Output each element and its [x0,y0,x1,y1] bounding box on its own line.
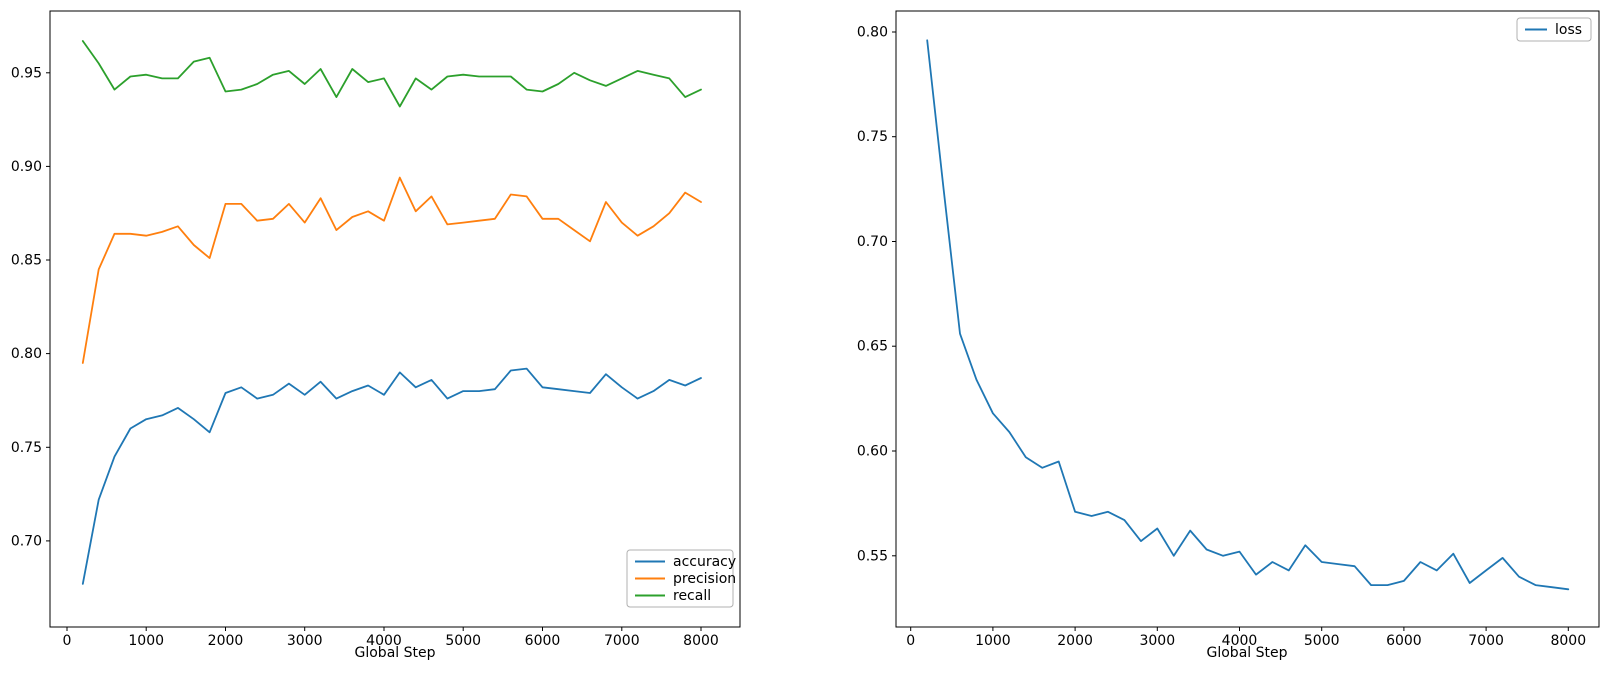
x-tick-label: 4000 [366,633,402,649]
y-tick-label: 0.70 [857,234,888,250]
x-tick-label: 0 [906,633,915,649]
x-tick-label: 0 [63,633,72,649]
x-tick-label: 2000 [208,633,244,649]
x-tick-label: 2000 [1057,633,1093,649]
y-tick-label: 0.95 [11,65,42,81]
accuracy-legend-label: accuracy [673,554,736,570]
x-tick-label: 4000 [1222,633,1258,649]
y-tick-label: 0.65 [857,339,888,355]
loss-axes-box [895,10,1600,628]
metrics-plot: 0 1000 2000 3000 4000 5000 6000 7000 8000 0.70 0.7… [11,10,741,649]
y-tick-label: 0.75 [857,129,888,145]
y-tick-label: 0.70 [11,533,42,549]
y-tick-label: 0.90 [11,159,42,175]
loss-legend-box [1516,17,1592,42]
recall-legend-label: recall [673,588,711,604]
x-tick-label: 7000 [1468,633,1504,649]
x-tick-label: 5000 [1304,633,1340,649]
y-tick-label: 0.55 [857,548,888,564]
loss-legend-label: loss [1555,22,1582,38]
recall-line [81,40,702,108]
accuracy-line [81,367,702,585]
x-tick-label: 8000 [683,633,719,649]
legend-item-accuracy: accuracy [635,554,736,570]
x-tick-label: 1000 [975,633,1011,649]
metrics-legend-box [626,549,734,608]
precision-line [81,176,702,364]
loss-xlabel: Global Step [1206,645,1288,661]
x-tick-label: 8000 [1550,633,1586,649]
x-tick-label: 3000 [1139,633,1175,649]
precision-legend-label: precision [673,571,736,587]
metrics-axes-box [49,10,741,628]
legend-item-recall: recall [635,588,711,604]
y-tick-label: 0.60 [857,444,888,460]
y-tick-label: 0.80 [857,25,888,41]
x-tick-label: 6000 [525,633,561,649]
y-tick-label: 0.80 [11,346,42,362]
loss-plot: 0 1000 2000 3000 4000 5000 6000 7000 8000 0.55 0.6… [857,10,1600,649]
metrics-xlabel: Global Step [354,645,436,661]
loss-line [926,39,1570,591]
x-tick-label: 6000 [1386,633,1422,649]
legend-item-precision: precision [635,571,736,587]
y-tick-label: 0.75 [11,440,42,456]
x-tick-label: 3000 [287,633,323,649]
y-tick-label: 0.85 [11,253,42,269]
x-tick-label: 1000 [128,633,164,649]
x-tick-label: 5000 [445,633,481,649]
legend-item-loss: loss [1525,22,1582,38]
x-tick-label: 7000 [604,633,640,649]
loss-legend: loss [1516,17,1592,42]
